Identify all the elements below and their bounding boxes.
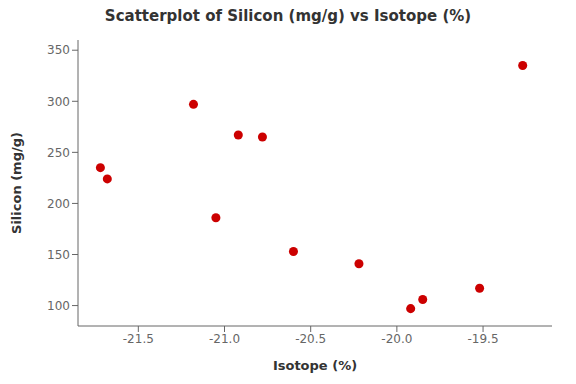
- svg-text:200: 200: [47, 197, 70, 211]
- svg-text:-21.0: -21.0: [209, 332, 240, 346]
- svg-text:100: 100: [47, 299, 70, 313]
- svg-text:250: 250: [47, 146, 70, 160]
- html-text:Scatterplot of Silicon (mg/g): Scatterplot of Silicon (mg/g) vs Isotope…: [104, 7, 472, 25]
- svg-text:Isotope (%): Isotope (%): [273, 358, 357, 373]
- svg-text:Silicon (mg/g): Silicon (mg/g): [9, 132, 24, 234]
- svg-text:-21.5: -21.5: [123, 332, 154, 346]
- svg-text:-20.5: -20.5: [295, 332, 326, 346]
- svg-text:350: 350: [47, 43, 70, 57]
- svg-text:-20.0: -20.0: [381, 332, 412, 346]
- svg-text:300: 300: [47, 95, 70, 109]
- svg-text:-19.5: -19.5: [468, 332, 499, 346]
- svg-text:150: 150: [47, 248, 70, 262]
